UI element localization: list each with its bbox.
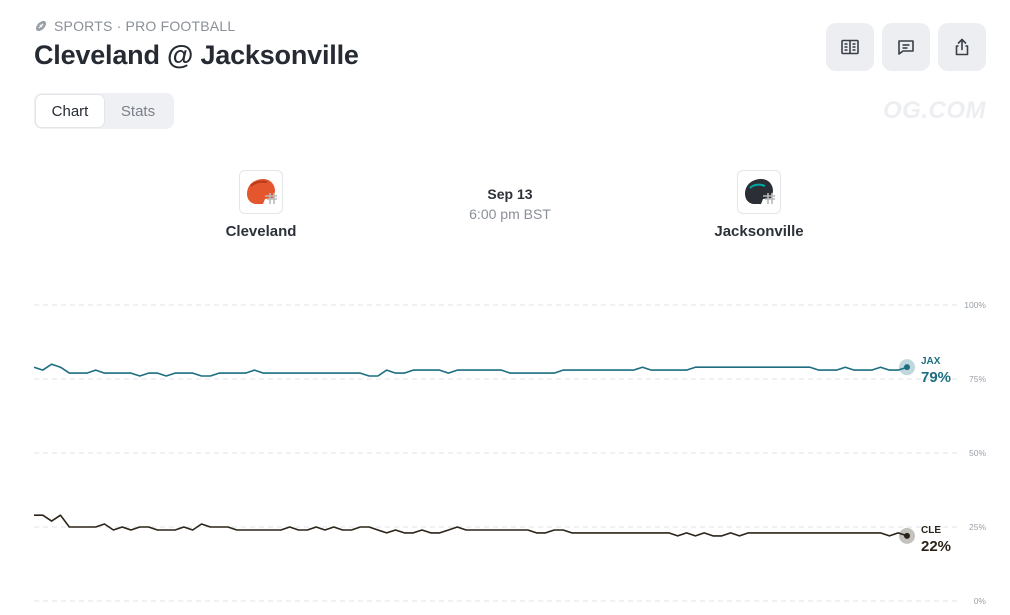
team-logo-cleveland <box>239 170 283 214</box>
team-logo-jacksonville <box>737 170 781 214</box>
series-line-cle <box>34 514 908 537</box>
team-home[interactable]: Cleveland <box>181 170 341 240</box>
y-tick-label: 0% <box>974 596 987 606</box>
book-icon <box>841 39 859 55</box>
series-name-label: CLE <box>921 525 941 536</box>
tab-chart[interactable]: Chart <box>36 95 104 127</box>
share-button[interactable] <box>938 23 986 71</box>
rules-button[interactable] <box>826 23 874 71</box>
comments-button[interactable] <box>882 23 930 71</box>
comment-icon <box>898 40 914 55</box>
game-date: Sep 13 <box>487 186 533 202</box>
helmet-icon <box>247 179 277 204</box>
series-value-label: 79% <box>921 369 951 386</box>
series-line-jax <box>33 363 908 377</box>
view-tabs: Chart Stats <box>34 93 174 129</box>
game-time: 6:00 pm BST <box>469 206 551 222</box>
team-name-home: Cleveland <box>225 223 297 240</box>
series-name-label: JAX <box>921 356 941 367</box>
series-value-label: 22% <box>921 538 951 555</box>
watermark-logo: OG.COM <box>883 97 986 124</box>
y-tick-label: 100% <box>964 300 986 310</box>
page-title: Cleveland @ Jacksonville <box>34 40 359 70</box>
football-icon <box>35 20 47 32</box>
win-probability-chart: 100% 75% 50% 25% 0% JAX 79% CLE 22% <box>33 300 987 606</box>
breadcrumb-category[interactable]: SPORTS · PRO FOOTBALL <box>54 18 236 34</box>
y-tick-label: 50% <box>969 448 986 458</box>
team-name-away: Jacksonville <box>714 223 804 240</box>
y-tick-label: 25% <box>969 522 986 532</box>
series-end-point <box>904 532 910 539</box>
game-schedule: Sep 13 6:00 pm BST <box>420 186 600 222</box>
tab-stats[interactable]: Stats <box>120 102 156 120</box>
action-buttons <box>826 23 986 71</box>
team-away[interactable]: Jacksonville <box>679 170 839 240</box>
breadcrumb: SPORTS · PRO FOOTBALL <box>34 18 235 34</box>
series-end-point <box>904 364 910 371</box>
helmet-icon <box>745 179 775 204</box>
y-tick-label: 75% <box>969 374 986 384</box>
share-icon <box>955 38 969 56</box>
